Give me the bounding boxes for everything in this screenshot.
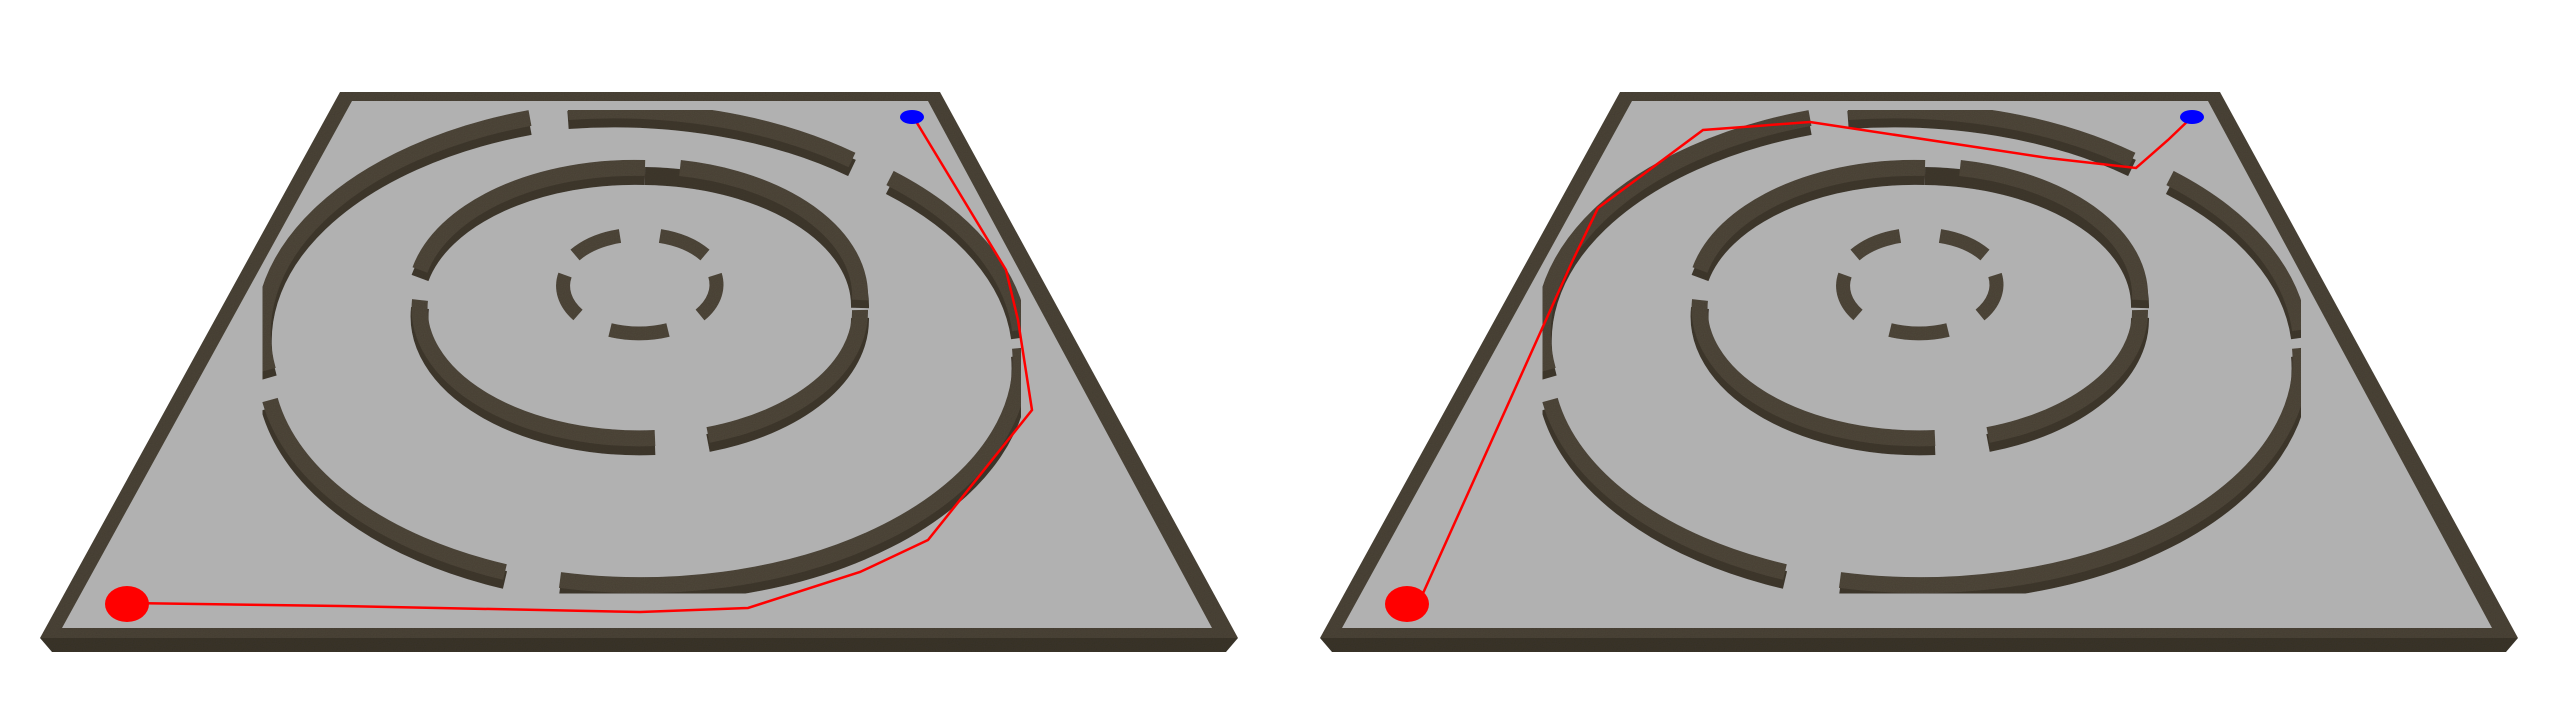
middle-ring [410,159,870,456]
solution-path [1418,116,2193,601]
start-marker [105,586,149,622]
goal-marker [2180,110,2204,124]
start-marker [1385,586,1429,622]
maze-walls [1533,102,2310,603]
inner-ring [1836,229,2004,341]
maze-panel-1 [40,92,1238,652]
solution-path [127,117,1034,614]
outer-ring [1533,102,2310,603]
middle-ring [1690,159,2150,456]
goal-marker [900,110,924,124]
inner-ring [556,229,724,341]
maze-walls [253,102,1030,603]
maze-panel-2 [1320,92,2518,652]
